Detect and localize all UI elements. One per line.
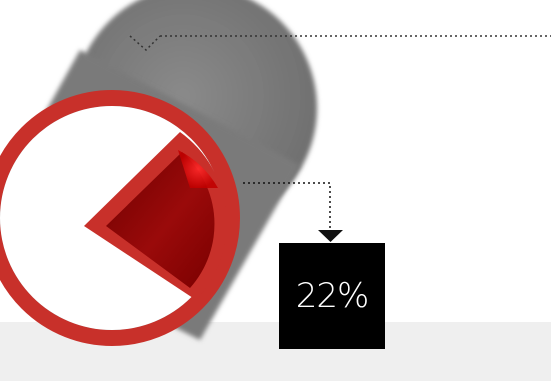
percent-label: 22% [295,276,370,316]
arrow-down-icon [318,230,343,242]
pie-wedge-22 [84,132,227,300]
percent-callout: 22% [279,243,385,349]
top-leader-line [129,35,551,52]
callout-leader-line [243,182,343,242]
